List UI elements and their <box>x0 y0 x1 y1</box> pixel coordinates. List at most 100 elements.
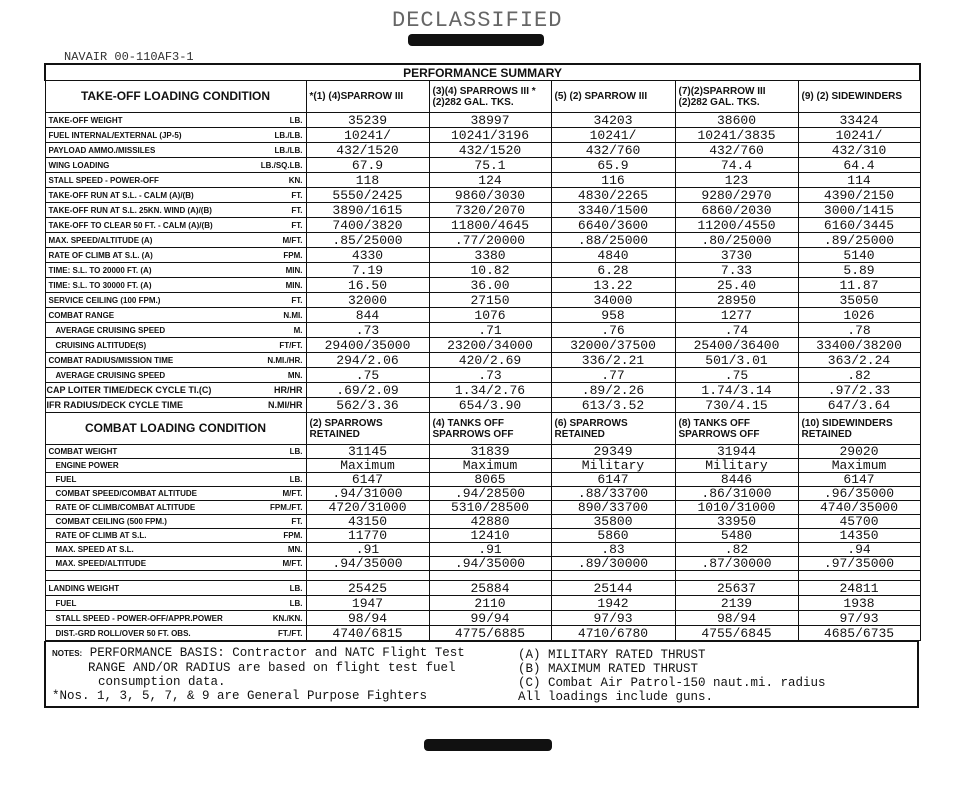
table-row: DIST.-GRD ROLL/OVER 50 FT. OBS. FT./FT. 47… <box>44 625 921 641</box>
row-label-wrap: TAKE-OFF WEIGHT LB. <box>49 116 303 125</box>
cell-value: 11.87 <box>797 277 921 293</box>
row-unit: LB./LB. <box>274 130 303 140</box>
cell-value: .75 <box>674 367 799 383</box>
row-unit: FT. <box>291 205 303 215</box>
combat-header-row: COMBAT LOADING CONDITION (2) SPARROWS RET… <box>44 412 921 445</box>
cell-value: 29020 <box>797 444 921 459</box>
cell-value: Maximum <box>305 458 430 473</box>
cell-value: 6860/2030 <box>674 202 799 218</box>
row-label-wrap: AVERAGE CRUISING SPEED Mn. <box>56 371 303 380</box>
row-label-wrap: CAP LOITER TIME/DECK CYCLE TI.(C) HR/HR <box>47 385 303 395</box>
row-unit: FT/FT. <box>279 340 303 350</box>
row-label: COMBAT SPEED/COMBAT ALTITUDE M/FT. <box>44 486 307 501</box>
row-label-wrap: FUEL LB. <box>56 599 303 608</box>
cell-value: 6640/3600 <box>550 217 676 233</box>
table-row: TIME: S.L. TO 30000 FT. (A) MIN. 16.50 36.0… <box>44 277 921 293</box>
row-label-text: STALL SPEED - POWER-OFF <box>48 175 159 185</box>
cell-value: 1.34/2.76 <box>428 382 552 398</box>
cell-value: 1947 <box>305 595 430 611</box>
row-label: MAX. SPEED AT S.L. Mn. <box>44 542 307 557</box>
row-label-text: COMBAT SPEED/COMBAT ALTITUDE <box>55 489 197 498</box>
cell-value: 844 <box>305 307 430 323</box>
cell-value: .75 <box>305 367 430 383</box>
cell-value: 8446 <box>674 472 799 487</box>
cell-value: 35800 <box>550 514 676 529</box>
table-row: TAKE-OFF TO CLEAR 50 FT. - CALM (A)/(B) F… <box>44 217 921 233</box>
cell-value: 75.1 <box>428 157 552 173</box>
cell-value: 654/3.90 <box>428 397 552 413</box>
row-label-text: TAKE-OFF WEIGHT <box>48 115 123 125</box>
table-row: COMBAT SPEED/COMBAT ALTITUDE M/FT. .94/310… <box>44 486 921 501</box>
row-label-text: PAYLOAD AMMO./MISSILES <box>48 145 156 155</box>
row-unit: FPM./FT. <box>270 503 303 512</box>
takeoff-header-row: TAKE-OFF LOADING CONDITION *(1) (4)SPARRO… <box>44 80 921 113</box>
cell-value: 294/2.06 <box>305 352 430 368</box>
table-row: RATE OF CLIMB AT S.L. (A) FPM. 4330 3380 484… <box>44 247 921 263</box>
declassified-stamp: DECLASSIFIED <box>392 8 563 33</box>
row-label-wrap: TAKE-OFF TO CLEAR 50 FT. - CALM (A)/(B) F… <box>49 221 303 230</box>
cell-value: 432/1520 <box>305 142 430 158</box>
cell-value: .83 <box>550 542 676 557</box>
row-unit: MIN. <box>285 265 303 275</box>
cell-value: .89/30000 <box>550 556 676 571</box>
row-unit: Mn. <box>287 370 303 380</box>
cell-value: 5.89 <box>797 262 921 278</box>
cell-value: 7.33 <box>674 262 799 278</box>
table-row: MAX. SPEED AT S.L. Mn. .91.91.83.82.94 <box>44 542 921 557</box>
cell-value: .96/35000 <box>797 486 921 501</box>
table-row: WING LOADING LB./SQ.LB. 67.9 75.1 65.9 74.4 64… <box>44 157 921 173</box>
table-row: COMBAT CEILING (500 FPM.) FT. 43150 42880 35… <box>44 514 921 529</box>
row-label: CRUISING ALTITUDE(S) FT/FT. <box>44 337 307 353</box>
blank-row <box>44 570 921 581</box>
cell-value: 432/760 <box>674 142 799 158</box>
cell-value: 5860 <box>550 528 676 543</box>
cell-value: 363/2.24 <box>797 352 921 368</box>
combat-header: COMBAT LOADING CONDITION <box>44 412 307 445</box>
notes-label: NOTES: <box>52 649 83 658</box>
cell-value: 10241/ <box>305 127 430 143</box>
cell-value: 29400/35000 <box>305 337 430 353</box>
row-label-wrap: LANDING WEIGHT LB. <box>49 584 303 593</box>
table-row: TAKE-OFF WEIGHT LB. 35239 38997 34203 38600 33… <box>44 112 921 128</box>
row-label-text: SERVICE CEILING (100 FPM.) <box>48 295 161 305</box>
row-unit: N.MI/HR <box>268 400 303 410</box>
cell-value: .73 <box>428 367 552 383</box>
cell-value: 9280/2970 <box>674 187 799 203</box>
cell-value: 25144 <box>550 580 676 596</box>
cell-value: 7.19 <box>305 262 430 278</box>
cell-value: .85/25000 <box>305 232 430 248</box>
cell-value: 3730 <box>674 247 799 263</box>
cell-value: .78 <box>797 322 921 338</box>
note-line: consumption data. <box>98 675 226 689</box>
performance-summary-sheet: PERFORMANCE SUMMARY TAKE-OFF LOADING CON… <box>43 63 922 708</box>
row-unit: FT. <box>291 190 303 200</box>
cell-value: .73 <box>305 322 430 338</box>
cell-value: 4755/6845 <box>674 625 799 641</box>
row-label: CAP LOITER TIME/DECK CYCLE TI.(C) HR/HR <box>44 382 307 398</box>
cell-value: 98/94 <box>305 610 430 626</box>
row-label: TAKE-OFF RUN AT S.L. - CALM (A)/(B) FT. <box>44 187 307 203</box>
row-label-wrap: TIME: S.L. TO 20000 FT. (A) MIN. <box>49 266 303 275</box>
cell-value: 14350 <box>797 528 921 543</box>
cell-value: 28950 <box>674 292 799 308</box>
row-label: RATE OF CLIMB AT S.L. FPM. <box>44 528 307 543</box>
cell-value: 27150 <box>428 292 552 308</box>
row-label-text: TAKE-OFF RUN AT S.L. 25KN. WIND (A)/(B) <box>48 205 212 215</box>
cell-value: 958 <box>550 307 676 323</box>
row-label-text: WING LOADING <box>48 160 110 170</box>
row-unit: M/FT. <box>282 559 303 568</box>
row-label-wrap: RATE OF CLIMB AT S.L. (A) FPM. <box>49 251 303 260</box>
row-unit: FT. <box>291 220 303 230</box>
cell-value: 32000 <box>305 292 430 308</box>
cell-value: 29349 <box>550 444 676 459</box>
row-unit: FT. <box>291 295 303 305</box>
row-label-text: CRUISING ALTITUDE(S) <box>55 340 147 350</box>
row-label: FUEL INTERNAL/EXTERNAL (JP-5) LB./LB. <box>44 127 307 143</box>
row-label: COMBAT RADIUS/MISSION TIME N.MI./HR. <box>44 352 307 368</box>
cell-value: 730/4.15 <box>674 397 799 413</box>
cell-value: .94/35000 <box>428 556 552 571</box>
row-label-text: COMBAT WEIGHT <box>48 447 118 456</box>
cell-value: 3380 <box>428 247 552 263</box>
row-label-wrap: STALL SPEED - POWER-OFF/APPR.POWER KN./KN… <box>56 614 303 623</box>
cell-value: 5140 <box>797 247 921 263</box>
